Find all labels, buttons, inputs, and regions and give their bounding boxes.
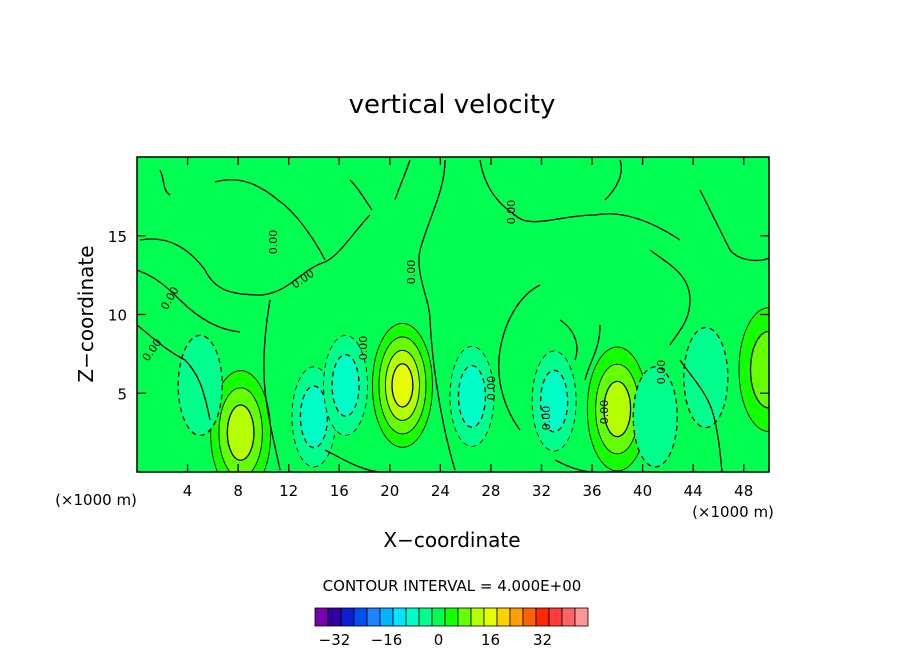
feature-downdraft-10 [177, 334, 223, 437]
colorbar-swatch [509, 607, 524, 627]
colorbar-swatch [405, 607, 420, 627]
colorbar-swatch [483, 607, 498, 627]
contour-label: 0.00 [405, 260, 418, 285]
x-tick-label: 16 [330, 482, 349, 500]
x-unit-right: (×1000 m) [692, 503, 774, 521]
feature-updraft-2 [371, 322, 433, 448]
y-axis: 5 10 15 [108, 228, 769, 403]
x-tick-label: 32 [532, 482, 551, 500]
colorbar-tick-label: −16 [371, 631, 403, 649]
x-tick-label: 4 [183, 482, 193, 500]
y-tick-label: 5 [117, 385, 127, 403]
contour-level [749, 330, 769, 409]
feature-downdraft-8 [531, 350, 577, 452]
colorbar-swatch [548, 607, 563, 627]
colorbar-swatch [561, 607, 576, 627]
x-unit-left: (×1000 m) [55, 491, 137, 509]
colorbar-tick-label: 16 [481, 631, 500, 649]
contour-level [331, 353, 360, 417]
x-tick-label: 44 [684, 482, 703, 500]
x-tick-label: 24 [431, 482, 450, 500]
feature-updraft-4 [738, 307, 769, 433]
y-tick-label: 15 [108, 228, 127, 246]
colorbar-swatch [392, 607, 407, 627]
colorbar-swatch [535, 607, 550, 627]
feature-downdraft-7 [449, 345, 495, 447]
contour-level [226, 404, 255, 461]
contour-labels: 0.000.000.000.00 0.000.000.000.000.00 0.00… [140, 200, 668, 431]
contour-label: 0.00 [357, 336, 370, 361]
colorbar-swatch [379, 607, 394, 627]
colorbar-swatch [574, 607, 589, 627]
colorbar-swatch [431, 607, 446, 627]
chart-title: vertical velocity [349, 90, 556, 120]
x-tick-label: 36 [582, 482, 601, 500]
x-tick-label: 12 [279, 482, 298, 500]
zero-contours [137, 159, 769, 472]
x-tick-label: 20 [380, 482, 399, 500]
contour-label: 0.00 [540, 406, 553, 431]
feature-updraft-3 [586, 346, 648, 472]
contour-label: 0.00 [267, 230, 280, 255]
contour-level [539, 369, 569, 433]
contour-level [457, 364, 487, 428]
contour-level [299, 385, 329, 449]
colorbar-swatch [444, 607, 459, 627]
x-tick-label: 48 [734, 482, 753, 500]
y-axis-label: Z−coordinate [74, 245, 98, 382]
contour-level [391, 363, 414, 408]
colorbar-swatch [340, 607, 355, 627]
velocity-field [137, 157, 769, 472]
feature-downdraft-9 [632, 366, 678, 468]
colorbar-tick-label: 0 [434, 631, 444, 649]
feature-downdraft-6 [323, 334, 369, 436]
colorbar: −32 −16 0 16 32 [314, 607, 589, 649]
colorbar-swatch [314, 607, 329, 627]
contour-interval: CONTOUR INTERVAL = 4.000E+00 [323, 577, 582, 595]
contour-level [683, 326, 729, 429]
colorbar-swatch [418, 607, 433, 627]
feature-downdraft-11 [683, 326, 729, 429]
contour-label: 0.00 [485, 376, 498, 401]
feature-downdraft-5 [291, 366, 337, 468]
contour-label: 0.00 [505, 200, 518, 225]
x-axis-label: X−coordinate [383, 528, 520, 552]
contour-level [177, 334, 223, 437]
x-tick-label: 40 [633, 482, 652, 500]
colorbar-swatch [470, 607, 485, 627]
contour-label: 0.00 [598, 400, 611, 425]
feature-updraft-1 [210, 370, 272, 472]
y-tick-label: 10 [108, 307, 127, 325]
x-tick-label: 8 [233, 482, 243, 500]
contour-level [632, 366, 678, 468]
colorbar-swatch [457, 607, 472, 627]
colorbar-tick-label: −32 [319, 631, 351, 649]
contour-level [603, 380, 632, 438]
colorbar-swatch [522, 607, 537, 627]
colorbar-tick-label: 32 [533, 631, 552, 649]
x-tick-label: 28 [481, 482, 500, 500]
colorbar-swatch [353, 607, 368, 627]
x-axis: 4 8 12 16 20 24 28 32 36 40 44 48 [183, 157, 753, 500]
contour-label: 0.00 [655, 360, 668, 385]
colorbar-swatch [366, 607, 381, 627]
colorbar-swatch [496, 607, 511, 627]
colorbar-swatch [327, 607, 342, 627]
